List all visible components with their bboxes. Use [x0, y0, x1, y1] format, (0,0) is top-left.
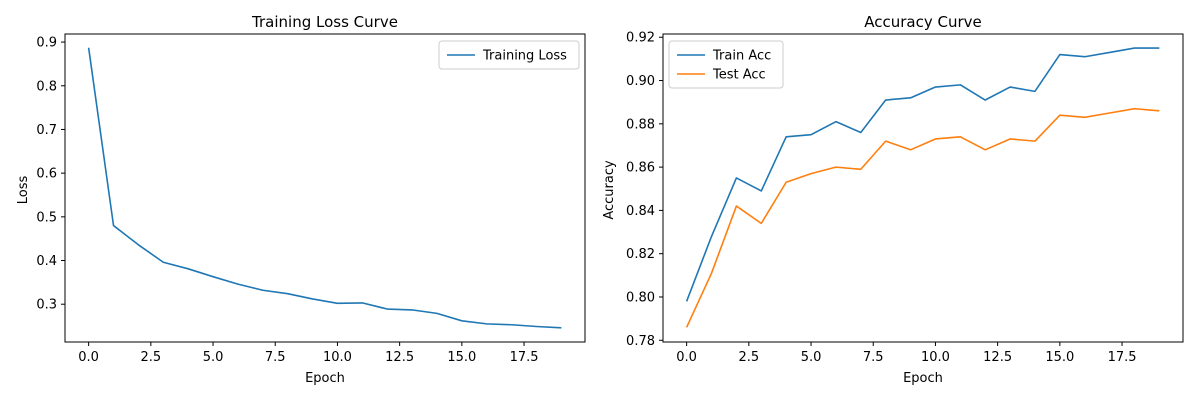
- accuracy-chart-y-tick-label: 0.80: [626, 290, 655, 305]
- loss-chart-x-tick-label: 7.5: [265, 350, 286, 365]
- accuracy-chart-y-tick-label: 0.88: [626, 117, 655, 132]
- loss-chart-x-tick-label: 12.5: [385, 350, 414, 365]
- accuracy-chart-y-tick-label: 0.82: [626, 247, 655, 262]
- accuracy-chart-x-tick-label: 2.5: [738, 350, 759, 365]
- loss-chart-x-tick-label: 2.5: [140, 350, 161, 365]
- accuracy-chart-y-tick-label: 0.78: [626, 334, 655, 349]
- loss-chart-x-tick-label: 15.0: [447, 350, 476, 365]
- loss-chart-ylabel: Loss: [16, 176, 31, 205]
- accuracy-chart-y-tick-label: 0.84: [626, 204, 655, 219]
- accuracy-chart-plot-area: 0.0 2.5 5.0 7.5 10.0 12.5 15.0 17.5 0.78 0.80 0.82…: [626, 31, 1184, 365]
- loss-chart-series-line-training-loss: [87, 47, 562, 329]
- accuracy-chart: Accuracy Curve Epoch Accuracy 0.0 2.5 5.0 7…: [602, 13, 1184, 386]
- accuracy-chart-y-tick-label: 0.86: [626, 161, 655, 176]
- accuracy-chart-x-tick-label: 17.5: [1108, 350, 1137, 365]
- accuracy-chart-xlabel: Epoch: [903, 371, 943, 386]
- loss-chart-y-tick-label: 0.4: [36, 254, 57, 269]
- accuracy-chart-axes-frame: [662, 33, 1184, 343]
- accuracy-chart-legend-label: Test Acc: [712, 68, 766, 83]
- loss-chart-x-tick-label: 10.0: [323, 350, 352, 365]
- accuracy-chart-x-tick-label: 0.0: [676, 350, 697, 365]
- loss-chart: Training Loss Curve Epoch Loss 0.0 2.5 5.0…: [16, 13, 586, 386]
- loss-chart-title: Training Loss Curve: [251, 13, 398, 31]
- accuracy-chart-x-tick-label: 15.0: [1045, 350, 1074, 365]
- loss-chart-plot-area: 0.0 2.5 5.0 7.5 10.0 12.5 15.0 17.5 0.3 0.4 0.5 0.6…: [36, 33, 586, 365]
- accuracy-chart-legend-label: Train Acc: [712, 49, 771, 64]
- accuracy-chart-x-tick-label: 12.5: [983, 350, 1012, 365]
- loss-chart-y-tick-label: 0.9: [36, 36, 57, 51]
- loss-chart-xlabel: Epoch: [305, 371, 345, 386]
- accuracy-chart-x-tick-label: 5.0: [801, 350, 822, 365]
- accuracy-chart-legend: Train Acc Test Acc: [668, 40, 784, 89]
- loss-chart-y-tick-label: 0.7: [36, 123, 57, 138]
- accuracy-chart-title: Accuracy Curve: [864, 13, 982, 31]
- accuracy-chart-series-line-train-acc: [685, 47, 1160, 302]
- accuracy-chart-y-tick-label: 0.90: [626, 74, 655, 89]
- loss-chart-y-tick-label: 0.6: [36, 167, 57, 182]
- loss-chart-legend-label: Training Loss: [482, 49, 567, 64]
- loss-chart-y-tick-label: 0.5: [36, 210, 57, 225]
- accuracy-chart-ylabel: Accuracy: [602, 160, 617, 220]
- accuracy-chart-series-line-test-acc: [685, 107, 1160, 328]
- loss-chart-x-tick-label: 0.0: [78, 350, 99, 365]
- loss-chart-y-tick-label: 0.3: [36, 298, 57, 313]
- accuracy-chart-x-tick-label: 10.0: [921, 350, 950, 365]
- loss-chart-axes-frame: [64, 33, 586, 343]
- loss-chart-x-tick-label: 5.0: [203, 350, 224, 365]
- loss-chart-legend-box: [438, 40, 580, 70]
- accuracy-chart-y-tick-label: 0.92: [626, 31, 655, 46]
- loss-chart-y-tick-label: 0.8: [36, 79, 57, 94]
- accuracy-chart-legend-box: [668, 40, 784, 89]
- loss-chart-legend: Training Loss: [438, 40, 580, 70]
- accuracy-chart-x-tick-label: 7.5: [863, 350, 884, 365]
- loss-chart-x-tick-label: 17.5: [510, 350, 539, 365]
